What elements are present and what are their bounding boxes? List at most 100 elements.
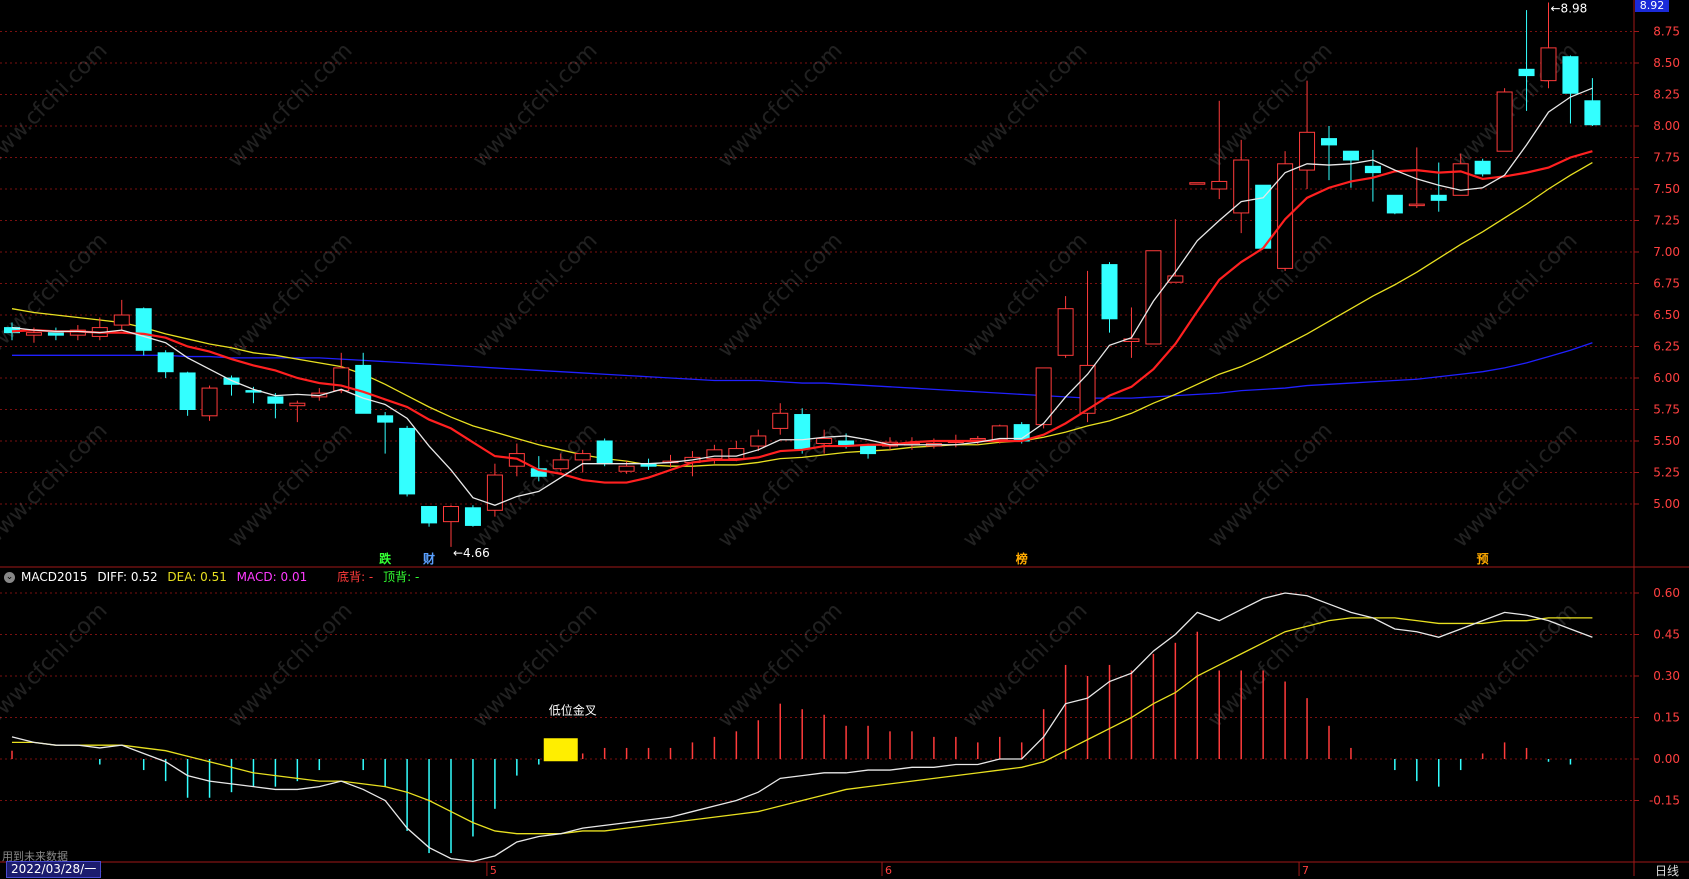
macd-tick-label: 0.60 [1653, 586, 1680, 600]
candle [1518, 10, 1535, 111]
price-tick-label: 5.25 [1653, 466, 1680, 480]
price-tick-label: 7.25 [1653, 214, 1680, 228]
candle [289, 400, 306, 423]
candle-body-up [201, 387, 218, 417]
candle-body-down [530, 468, 547, 477]
indicator-name[interactable]: MACD2015 [21, 570, 88, 584]
candle-body-up [289, 402, 306, 407]
candle-body-down [1101, 264, 1118, 320]
candle [1189, 182, 1206, 185]
watermark-text: www.cfchi.com [0, 228, 113, 362]
candle-body-up [618, 465, 635, 472]
candle-body-up [486, 474, 503, 511]
macd-tick-label: 0.45 [1653, 627, 1680, 641]
candle-body-down [1321, 138, 1337, 146]
candle-body-down [377, 415, 394, 423]
candle [508, 443, 525, 477]
candle [1562, 55, 1579, 124]
candle-body-down [267, 396, 284, 404]
price-tick-label: 5.00 [1653, 497, 1680, 511]
low-price-annotation: ←4.66 [453, 546, 490, 560]
candle-body-down [1584, 100, 1601, 126]
watermark-text: www.cfchi.com [223, 598, 357, 732]
candle [596, 438, 613, 467]
current-price-flag: 8.92 [1635, 0, 1669, 12]
event-marker: 预 [1477, 552, 1489, 566]
candle [574, 449, 591, 473]
ma60-line [12, 342, 1593, 399]
candle [552, 453, 569, 472]
macd-tick-label: -0.15 [1649, 794, 1680, 808]
price-tick-label: 6.75 [1653, 277, 1680, 291]
candle-body-down [399, 427, 416, 495]
candle-body-up [969, 437, 986, 441]
candle [772, 403, 789, 435]
candle-body-up [991, 425, 1008, 441]
candle [1364, 149, 1381, 202]
watermark-text: www.cfchi.com [223, 418, 357, 552]
candle [1255, 184, 1272, 249]
candle [1408, 147, 1425, 208]
watermark-text: www.cfchi.com [1203, 418, 1337, 552]
watermark-text: www.cfchi.com [468, 228, 602, 362]
watermark-text: www.cfchi.com [0, 598, 113, 732]
price-axis: 8.75 8.50 8.25 8.00 7.75 7.50 7.25 7.00 6.75 6.50… [0, 25, 1680, 511]
candle [179, 371, 196, 416]
time-axis: 4567 [91, 862, 1309, 876]
indicator-header: ⌄ MACD2015 DIFF: 0.52 DEA: 0.51 MACD: 0.0… [4, 569, 425, 585]
high-price-annotation: ←8.98 [1551, 2, 1588, 16]
candle-body-up [1299, 131, 1316, 171]
candle-body-up [25, 332, 42, 336]
candle [443, 505, 459, 547]
top-divergence: 顶背: - [383, 570, 420, 584]
candle-body-down [1342, 150, 1359, 161]
candle-body-down [1255, 184, 1272, 249]
candle-body-down [179, 372, 196, 410]
dea-key: DEA: [167, 570, 197, 584]
candle [355, 352, 372, 414]
watermark-text: www.cfchi.com [958, 598, 1092, 732]
candle-body-up [1057, 308, 1074, 356]
candle [1233, 139, 1250, 234]
candle-body-up [728, 448, 745, 460]
candle [750, 429, 767, 452]
price-tick-label: 7.00 [1653, 245, 1680, 259]
golden-cross-label: 低位金叉 [549, 702, 597, 717]
candle-body-up [750, 435, 767, 447]
indicator-toggle-icon[interactable]: ⌄ [4, 572, 15, 583]
diff-value: 0.52 [130, 570, 158, 584]
watermark-text: www.cfchi.com [713, 38, 847, 172]
candle [794, 408, 811, 454]
bottom-divergence: 底背: - [337, 570, 374, 584]
price-tick-label: 5.75 [1653, 403, 1680, 417]
future-data-note: 用到未来数据 [2, 850, 68, 863]
period-label[interactable]: 日线 [1654, 864, 1679, 878]
cursor-date: 2022/03/28/一 [6, 861, 102, 878]
event-marker: 榜 [1016, 551, 1028, 566]
candle [1057, 296, 1074, 358]
macd-value: 0.01 [280, 570, 308, 584]
candle-body-down [421, 506, 438, 524]
candle-body-up [1233, 159, 1250, 214]
price-tick-label: 8.75 [1653, 25, 1680, 39]
watermark-text: www.cfchi.com [713, 228, 847, 362]
candle [157, 350, 174, 378]
candle [530, 456, 547, 482]
diff-key: DIFF: [97, 570, 128, 584]
candle-body-up [1408, 203, 1425, 207]
candle [377, 412, 394, 454]
price-tick-label: 8.00 [1653, 119, 1680, 133]
time-tick-label: 7 [1302, 864, 1309, 876]
dea-label: DEA: 0.51 [167, 570, 226, 584]
macd-key: MACD: [236, 570, 277, 584]
diff-label: DIFF: 0.52 [97, 570, 157, 584]
macd-tick-label: 0.15 [1653, 710, 1680, 724]
price-tick-label: 6.50 [1653, 308, 1680, 322]
candle [728, 441, 745, 462]
candle [486, 463, 503, 517]
event-marker: 跌 [379, 551, 392, 566]
price-tick-label: 8.25 [1653, 88, 1680, 102]
candle-body-up [1277, 163, 1294, 269]
candle [1540, 2, 1557, 89]
